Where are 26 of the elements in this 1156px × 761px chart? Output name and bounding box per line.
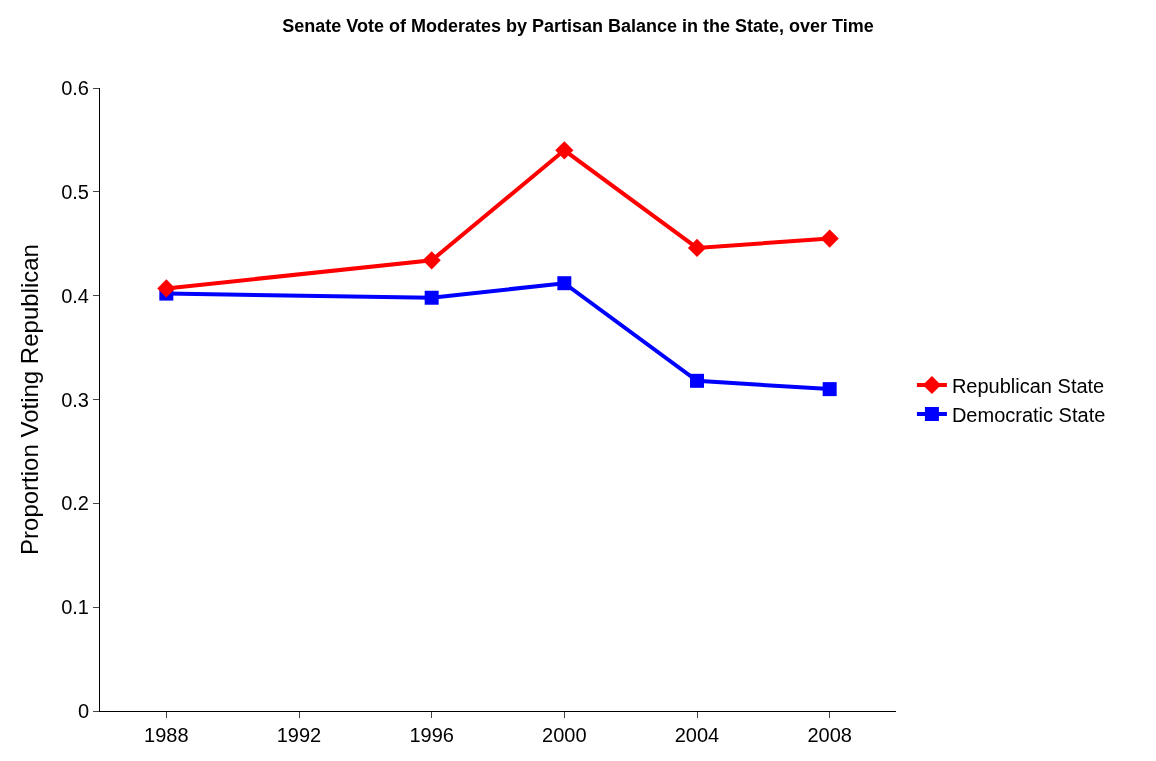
x-tick-label: 2004 — [674, 724, 720, 746]
x-tick-label: 1988 — [144, 724, 189, 746]
x-tick-label: 2008 — [807, 724, 852, 746]
legend-label: Republican State — [951, 374, 1105, 397]
y-tick-label: 0 — [77, 700, 89, 722]
y-tick-label: 0.2 — [61, 492, 89, 515]
point — [822, 382, 837, 397]
x-tick-label: 2000 — [542, 724, 587, 746]
y-tick-label: 0.6 — [61, 77, 89, 99]
point — [157, 279, 176, 298]
point — [422, 251, 441, 270]
y-tick-label: 0.5 — [61, 180, 89, 203]
point — [690, 373, 704, 388]
y-tick-label: 0.1 — [61, 596, 89, 619]
chart-title: Senate Vote of Moderates by Partisan Balance in the State, over Time — [282, 15, 874, 36]
point — [820, 229, 839, 248]
y-tick-label: 0.3 — [61, 388, 89, 411]
point — [555, 141, 574, 160]
point — [424, 290, 439, 305]
legend-label: Democratic State — [951, 403, 1106, 426]
point — [557, 276, 572, 291]
y-tick-label: 0.4 — [61, 284, 89, 307]
point — [687, 238, 707, 257]
x-tick-label: 1996 — [409, 724, 454, 746]
x-tick-label: 1992 — [276, 724, 322, 746]
y-axis-title: Proportion Voting Republican — [16, 244, 44, 555]
